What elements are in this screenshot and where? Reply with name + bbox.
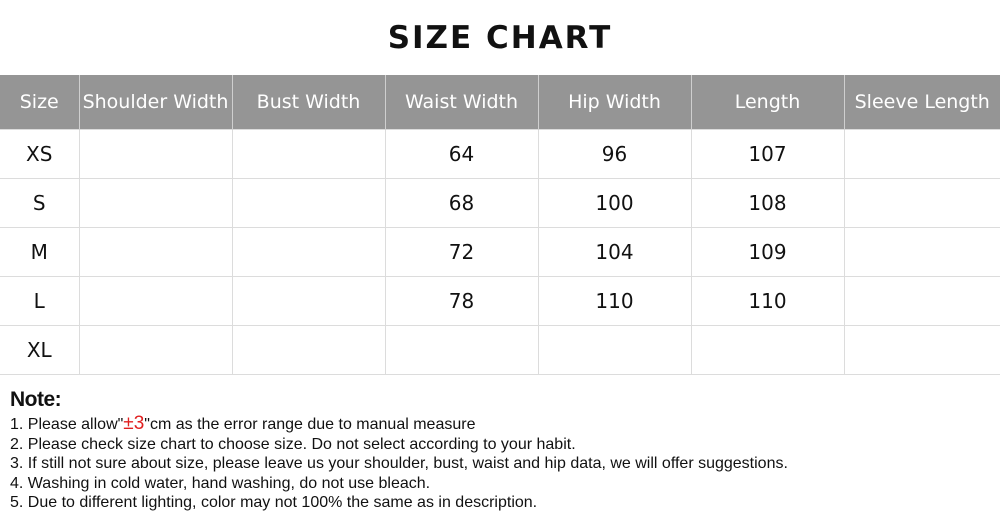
table-cell bbox=[843, 129, 1000, 179]
size-chart-table: Size Shoulder Width Bust Width Waist Width H… bbox=[0, 75, 1000, 375]
table-cell: 78 bbox=[384, 276, 539, 326]
table-cell bbox=[78, 227, 233, 277]
column-header: Hip Width bbox=[537, 75, 692, 130]
table-cell bbox=[78, 276, 233, 326]
table-cell: L bbox=[0, 276, 80, 326]
notes-title: Note: bbox=[10, 388, 62, 411]
table-cell bbox=[78, 325, 233, 375]
table-cell: 72 bbox=[384, 227, 539, 277]
table-cell: S bbox=[0, 178, 80, 228]
table-cell bbox=[843, 276, 1000, 326]
notes-section: Note: 1. Please allow"±3"cm as the error… bbox=[10, 388, 788, 513]
table-cell bbox=[843, 178, 1000, 228]
column-header: Sleeve Length bbox=[843, 75, 1000, 130]
note-text: "cm as the error range due to manual mea… bbox=[144, 416, 476, 433]
column-header: Bust Width bbox=[231, 75, 386, 130]
table-cell bbox=[231, 227, 386, 277]
table-cell: M bbox=[0, 227, 80, 277]
table-cell bbox=[843, 227, 1000, 277]
note-text: 1. Please allow" bbox=[10, 416, 124, 433]
table-cell bbox=[78, 129, 233, 179]
column-header: Length bbox=[690, 75, 845, 130]
table-row: XS 64 96 107 bbox=[0, 129, 1000, 179]
table-cell bbox=[231, 276, 386, 326]
table-cell bbox=[231, 325, 386, 375]
table-cell: 107 bbox=[690, 129, 845, 179]
table-cell: 96 bbox=[537, 129, 692, 179]
table-cell bbox=[843, 325, 1000, 375]
table-cell bbox=[231, 129, 386, 179]
table-row: XL bbox=[0, 325, 1000, 375]
table-cell bbox=[384, 325, 539, 375]
table-header-row: Size Shoulder Width Bust Width Waist Width H… bbox=[0, 75, 1000, 130]
table-cell: 104 bbox=[537, 227, 692, 277]
table-cell bbox=[537, 325, 692, 375]
table-cell: 109 bbox=[690, 227, 845, 277]
note-item: 2. Please check size chart to choose siz… bbox=[10, 435, 576, 453]
note-item: 4. Washing in cold water, hand washing, … bbox=[10, 474, 431, 492]
column-header: Waist Width bbox=[384, 75, 539, 130]
note-item: 3. If still not sure about size, please … bbox=[10, 455, 788, 473]
table-cell: XS bbox=[0, 129, 80, 179]
table-row: M 72 104 109 bbox=[0, 227, 1000, 277]
table-cell bbox=[231, 178, 386, 228]
column-header: Size bbox=[0, 75, 80, 130]
table-cell bbox=[690, 325, 845, 375]
table-cell: 64 bbox=[384, 129, 539, 179]
table-cell bbox=[78, 178, 233, 228]
table-cell: 110 bbox=[537, 276, 692, 326]
table-cell: 110 bbox=[690, 276, 845, 326]
table-cell: 108 bbox=[690, 178, 845, 228]
tolerance-highlight: ±3 bbox=[123, 413, 145, 434]
note-item: 1. Please allow"±3"cm as the error range… bbox=[10, 414, 788, 435]
table-row: S 68 100 108 bbox=[0, 178, 1000, 228]
table-cell: XL bbox=[0, 325, 80, 375]
column-header: Shoulder Width bbox=[78, 75, 233, 130]
table-cell: 68 bbox=[384, 178, 539, 228]
page-title: SIZE CHART bbox=[387, 20, 613, 56]
note-item: 5. Due to different lighting, color may … bbox=[10, 494, 538, 512]
table-row: L 78 110 110 bbox=[0, 276, 1000, 326]
table-cell: 100 bbox=[537, 178, 692, 228]
